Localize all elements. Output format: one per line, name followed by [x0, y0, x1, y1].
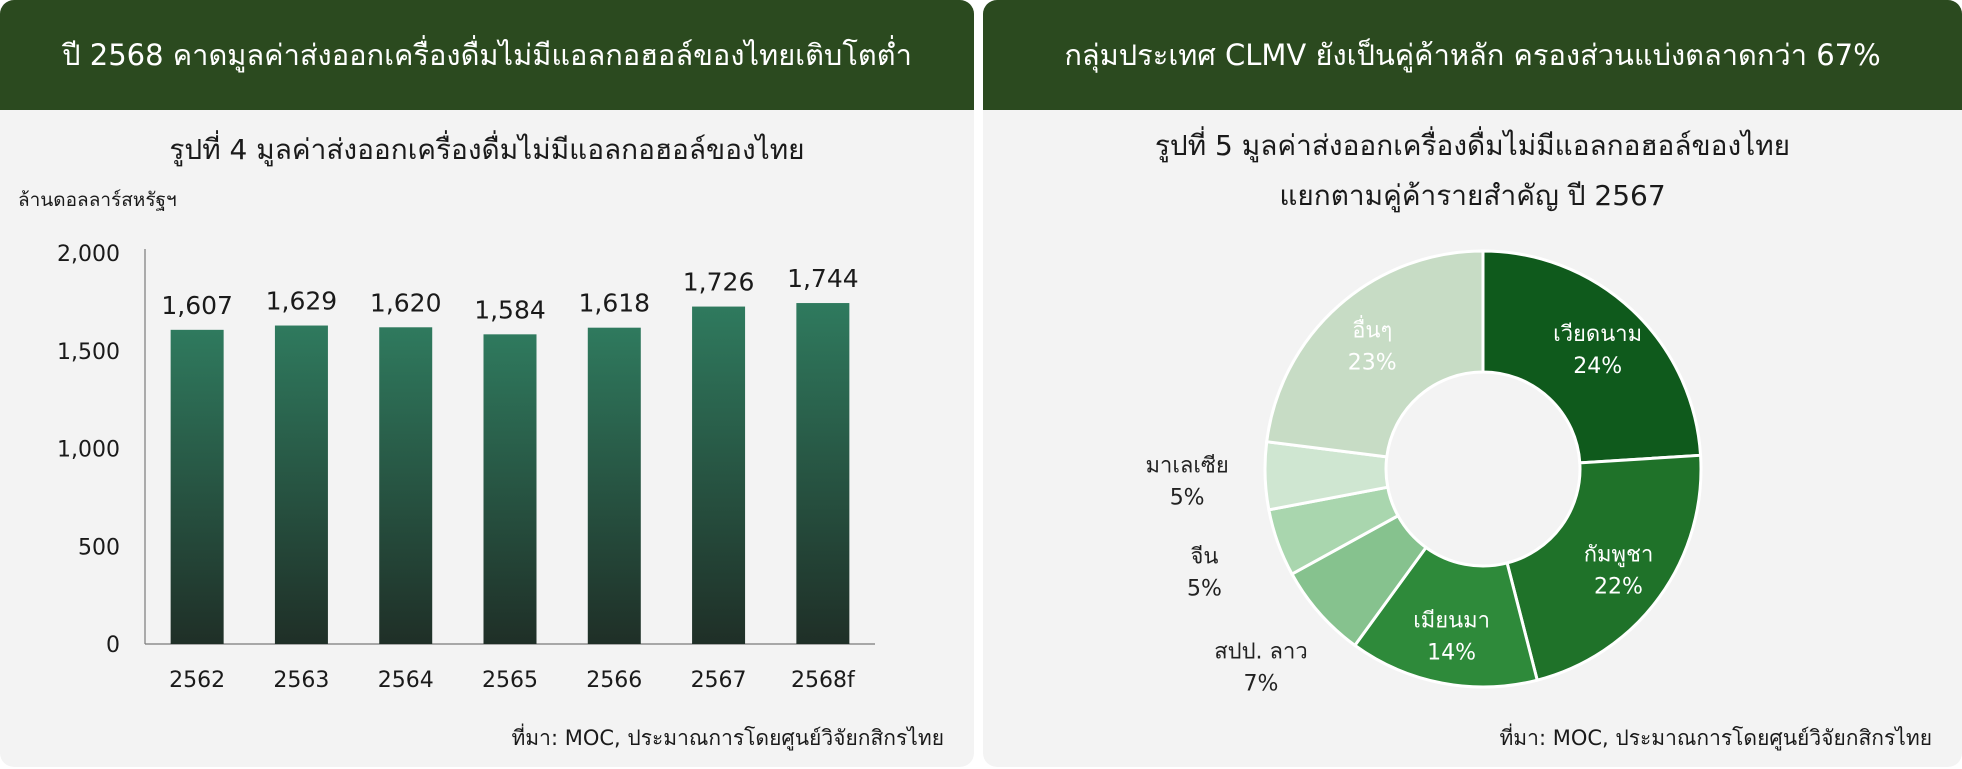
bar-value-label: 1,744 [787, 264, 859, 293]
bar-y-tick-label: 500 [78, 535, 120, 560]
donut-slice-label: อื่นๆ [1352, 314, 1392, 343]
left-chart-panel: ปี 2568 คาดมูลค่าส่งออกเครื่องดื่มไม่มีแ… [0, 0, 974, 767]
bar-x-tick-label: 2565 [482, 668, 538, 693]
right-chart-panel: กลุ่มประเทศ CLMV ยังเป็นคู่ค้าหลัก ครองส… [983, 0, 1962, 767]
donut-chart-title-line1: รูปที่ 5 มูลค่าส่งออกเครื่องดื่มไม่มีแอล… [1154, 129, 1791, 162]
donut-slice-value-label: 22% [1594, 574, 1643, 599]
bar-y-tick-label: 2,000 [57, 242, 120, 267]
bar-x-tick-label: 2566 [586, 668, 642, 693]
donut-slice-label: สปป. ลาว [1214, 640, 1308, 665]
donut-slice-value-label: 5% [1187, 576, 1222, 601]
bar-chart-source: ที่มา: MOC, ประมาณการโดยศูนย์วิจัยกสิกรไ… [511, 726, 944, 750]
bar-y-tick-label: 1,500 [57, 340, 120, 365]
left-banner-headline: ปี 2568 คาดมูลค่าส่งออกเครื่องดื่มไม่มีแ… [0, 0, 974, 110]
donut-slice-6 [1265, 249, 1485, 459]
donut-slice-value-label: 24% [1573, 354, 1622, 379]
bar-chart-y-unit: ล้านดอลลาร์สหรัฐฯ [18, 189, 177, 211]
bar-value-label: 1,607 [161, 291, 233, 320]
donut-chart-title-line2: แยกตามคู่ค้ารายสำคัญ ปี 2567 [1279, 179, 1666, 212]
bar-x-tick-label: 2563 [273, 668, 329, 693]
bar-value-label: 1,629 [266, 287, 338, 316]
bar-chart-title: รูปที่ 4 มูลค่าส่งออกเครื่องดื่มไม่มีแอล… [169, 133, 805, 166]
bar-chart: 0 500 1,000 1,500 2,000 1,607 2562 1,629 2563 1,… [57, 242, 875, 693]
bar-x-tick-label: 2568f [791, 668, 856, 693]
bar-2564 [379, 327, 433, 644]
bar-value-label: 1,620 [370, 288, 442, 317]
bar-y-tick-label: 0 [106, 633, 120, 658]
donut-slice-value-label: 5% [1170, 485, 1205, 510]
donut-slice-label: จีน [1190, 544, 1218, 569]
donut-chart-source: ที่มา: MOC, ประมาณการโดยศูนย์วิจัยกสิกรไ… [1499, 726, 1932, 750]
bar-x-tick-label: 2564 [378, 668, 434, 693]
donut-slice-1 [1505, 453, 1703, 682]
bar-2562 [170, 329, 224, 644]
donut-slice-label: กัมพูชา [1584, 542, 1654, 567]
donut-slice-label: เวียดนาม [1553, 322, 1642, 347]
donut-slice-value-label: 14% [1427, 641, 1476, 666]
bar-x-tick-label: 2562 [169, 668, 225, 693]
donut-slice-value-label: 7% [1244, 672, 1279, 697]
bar-2565 [483, 334, 537, 644]
bar-y-tick-label: 1,000 [57, 438, 120, 463]
donut-slice-label: เมียนมา [1413, 609, 1490, 634]
bar-2566 [587, 327, 641, 644]
donut-slice-2 [1352, 545, 1540, 689]
bar-2563 [274, 325, 328, 644]
donut-slice-0 [1481, 249, 1703, 465]
bar-x-tick-label: 2567 [691, 668, 747, 693]
bar-value-label: 1,618 [578, 289, 650, 318]
bar-value-label: 1,584 [474, 295, 546, 324]
donut-chart: เวียดนาม 24% กัมพูชา 22% เมียนมา 14% สปป. ลาว 7… [1146, 249, 1703, 697]
bar-value-label: 1,726 [683, 268, 755, 297]
right-banner-headline: กลุ่มประเทศ CLMV ยังเป็นคู่ค้าหลัก ครองส… [983, 0, 1962, 110]
bar-2567 [692, 306, 746, 644]
bar-2568f [796, 303, 850, 644]
donut-slice-label: มาเลเซีย [1146, 453, 1229, 478]
donut-slice-value-label: 23% [1348, 350, 1397, 375]
